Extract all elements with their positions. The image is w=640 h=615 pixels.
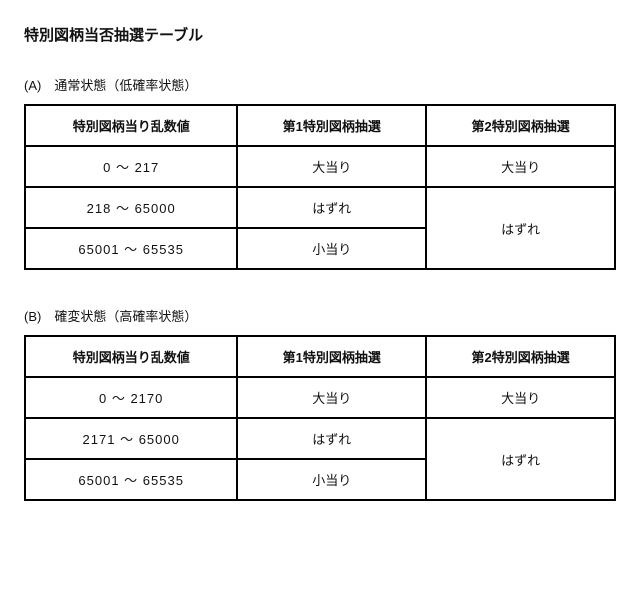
cell-value: 小当り [237, 459, 426, 500]
col-header: 第2特別図柄抽選 [426, 105, 615, 146]
table-row: 218 ～ 65000 はずれ はずれ [25, 187, 615, 228]
cell-range: 65001 ～ 65535 [25, 459, 237, 500]
col-header: 第1特別図柄抽選 [237, 105, 426, 146]
cell-value: はずれ [237, 187, 426, 228]
col-header: 第1特別図柄抽選 [237, 336, 426, 377]
page-title: 特別図柄当否抽選テーブル [24, 24, 616, 45]
col-header: 第2特別図柄抽選 [426, 336, 615, 377]
table-row: 0 ～ 217 大当り 大当り [25, 146, 615, 187]
table-b: 特別図柄当り乱数値 第1特別図柄抽選 第2特別図柄抽選 0 ～ 2170 大当り… [24, 335, 616, 501]
cell-range: 65001 ～ 65535 [25, 228, 237, 269]
section-b-label: (B) 確変状態（高確率状態） [24, 306, 616, 325]
table-row: 特別図柄当り乱数値 第1特別図柄抽選 第2特別図柄抽選 [25, 336, 615, 377]
table-row: 0 ～ 2170 大当り 大当り [25, 377, 615, 418]
cell-range: 0 ～ 217 [25, 146, 237, 187]
col-header: 特別図柄当り乱数値 [25, 105, 237, 146]
section-a-label: (A) 通常状態（低確率状態） [24, 75, 616, 94]
table-row: 2171 ～ 65000 はずれ はずれ [25, 418, 615, 459]
cell-range: 0 ～ 2170 [25, 377, 237, 418]
cell-value: 小当り [237, 228, 426, 269]
cell-value: はずれ [237, 418, 426, 459]
table-a: 特別図柄当り乱数値 第1特別図柄抽選 第2特別図柄抽選 0 ～ 217 大当り … [24, 104, 616, 270]
cell-value: 大当り [237, 377, 426, 418]
cell-value: 大当り [426, 146, 615, 187]
col-header: 特別図柄当り乱数値 [25, 336, 237, 377]
cell-range: 218 ～ 65000 [25, 187, 237, 228]
cell-value: はずれ [426, 418, 615, 500]
cell-value: 大当り [237, 146, 426, 187]
cell-value: はずれ [426, 187, 615, 269]
cell-range: 2171 ～ 65000 [25, 418, 237, 459]
cell-value: 大当り [426, 377, 615, 418]
table-row: 特別図柄当り乱数値 第1特別図柄抽選 第2特別図柄抽選 [25, 105, 615, 146]
